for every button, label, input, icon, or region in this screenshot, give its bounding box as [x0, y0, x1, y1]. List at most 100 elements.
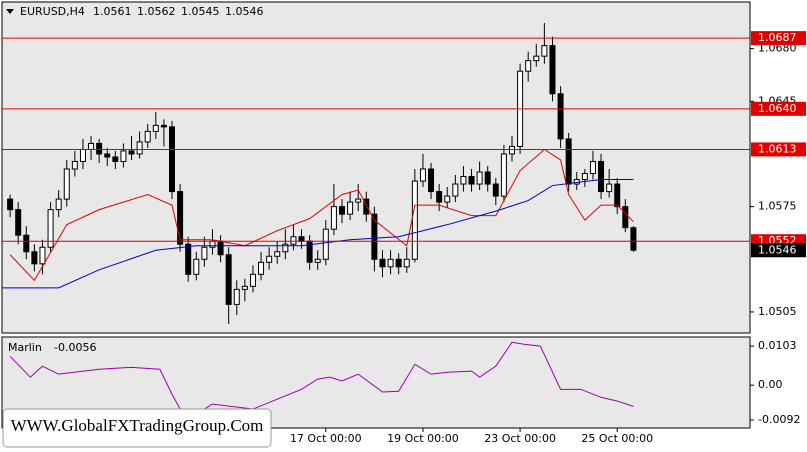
x-tick-label: 25 Oct 00:00 [581, 432, 653, 445]
candle-body [565, 138, 572, 185]
candle-body [630, 227, 637, 251]
candle-body [606, 183, 613, 193]
candle-body [282, 243, 289, 253]
quote: 1.0561 1.0562 1.0545 1.0546 [93, 5, 264, 18]
candle-body [144, 130, 151, 143]
level-label: 1.0687 [758, 31, 797, 44]
candle-body [589, 160, 596, 175]
candle-body [71, 160, 78, 170]
x-tick-label: 23 Oct 00:00 [484, 432, 556, 445]
candle-body [201, 246, 208, 260]
level-label-box [751, 142, 806, 157]
watermark-box [2, 408, 272, 448]
candle-body [476, 171, 483, 185]
candle-body [339, 206, 345, 215]
candle-body [88, 142, 95, 150]
candle-body [63, 168, 70, 200]
candle-body [185, 243, 192, 275]
quote-value: 1.0562 [137, 5, 176, 18]
y-tick-label: 1.0505 [758, 305, 797, 318]
candle-body [411, 180, 418, 260]
quote-value: 1.0545 [181, 5, 220, 18]
candle-body [419, 168, 426, 182]
indicator-tick-label: 0.0103 [758, 339, 797, 352]
candle-body [436, 191, 443, 203]
candle-body [104, 153, 111, 158]
candle-body [55, 198, 62, 211]
candle-body [314, 258, 321, 263]
candle-body [112, 156, 119, 162]
candle-body [96, 142, 103, 155]
quote-value: 1.0546 [225, 5, 264, 18]
candle-body [274, 251, 281, 257]
candle-body [266, 255, 273, 263]
indicator-tick-label: 0.00 [758, 378, 783, 391]
candle-body [573, 179, 580, 185]
candle-body [557, 93, 564, 140]
candle-body [249, 273, 256, 287]
indicator-value: -0.0056 [54, 341, 96, 354]
candle-body [233, 288, 240, 305]
candle-body [47, 209, 54, 248]
candle-body [533, 55, 540, 62]
candle-body [403, 258, 410, 268]
candle-body [39, 246, 46, 265]
candle-body [79, 148, 86, 162]
candle-body [363, 198, 370, 215]
candle-body [492, 183, 499, 197]
candle-body [7, 198, 14, 211]
level-label: 1.0613 [758, 142, 797, 155]
candle-body [298, 236, 305, 242]
level-label-box [751, 31, 806, 46]
candle-body [355, 198, 362, 203]
main-pane [1, 1, 751, 334]
candle-body [225, 254, 232, 305]
candle-body [395, 258, 402, 268]
candle-body [509, 145, 515, 155]
candle-body [347, 201, 354, 215]
menu-icon [6, 9, 14, 14]
candle-body [500, 153, 507, 197]
x-tick-label: 19 Oct 00:00 [387, 432, 459, 445]
level-label: 1.0640 [758, 102, 797, 115]
candle-body [128, 150, 135, 155]
candle-body [468, 176, 475, 185]
candle-body [622, 206, 629, 229]
watermark: WWW.GlobalFXTradingGroup.Com [11, 416, 264, 435]
candle-body [387, 258, 394, 268]
candle-body [120, 150, 127, 162]
candle-body [614, 183, 621, 208]
moving-average [2, 179, 634, 289]
plot-layer [2, 23, 754, 432]
symbol: EURUSD,H4 [20, 5, 85, 18]
candle-body [428, 168, 435, 193]
candle-body [484, 171, 491, 185]
candle-body [23, 234, 30, 253]
candle-body [136, 141, 143, 155]
indicator-line [9, 341, 634, 410]
candle-body [241, 285, 248, 290]
candle-body [209, 240, 216, 248]
y-tick-label: 1.0575 [758, 200, 797, 213]
moving-average [9, 148, 634, 282]
candle-body [217, 240, 224, 256]
candle-body [160, 124, 167, 128]
candle-body [15, 209, 22, 236]
candle-body [330, 206, 337, 230]
candle-body [452, 183, 459, 197]
candle-body [169, 126, 175, 193]
candle-body [322, 228, 329, 260]
candle-body [152, 124, 159, 132]
current-price-box [751, 243, 806, 258]
candle-body [460, 176, 467, 185]
candle-body [549, 45, 556, 95]
candle-body [525, 60, 532, 72]
candle-body [379, 258, 386, 268]
candle-body [177, 191, 184, 245]
candle-body [541, 45, 548, 57]
candle-body [444, 195, 451, 203]
quote-value: 1.0561 [93, 5, 132, 18]
candle-body [290, 236, 297, 245]
candle-body [193, 258, 200, 275]
